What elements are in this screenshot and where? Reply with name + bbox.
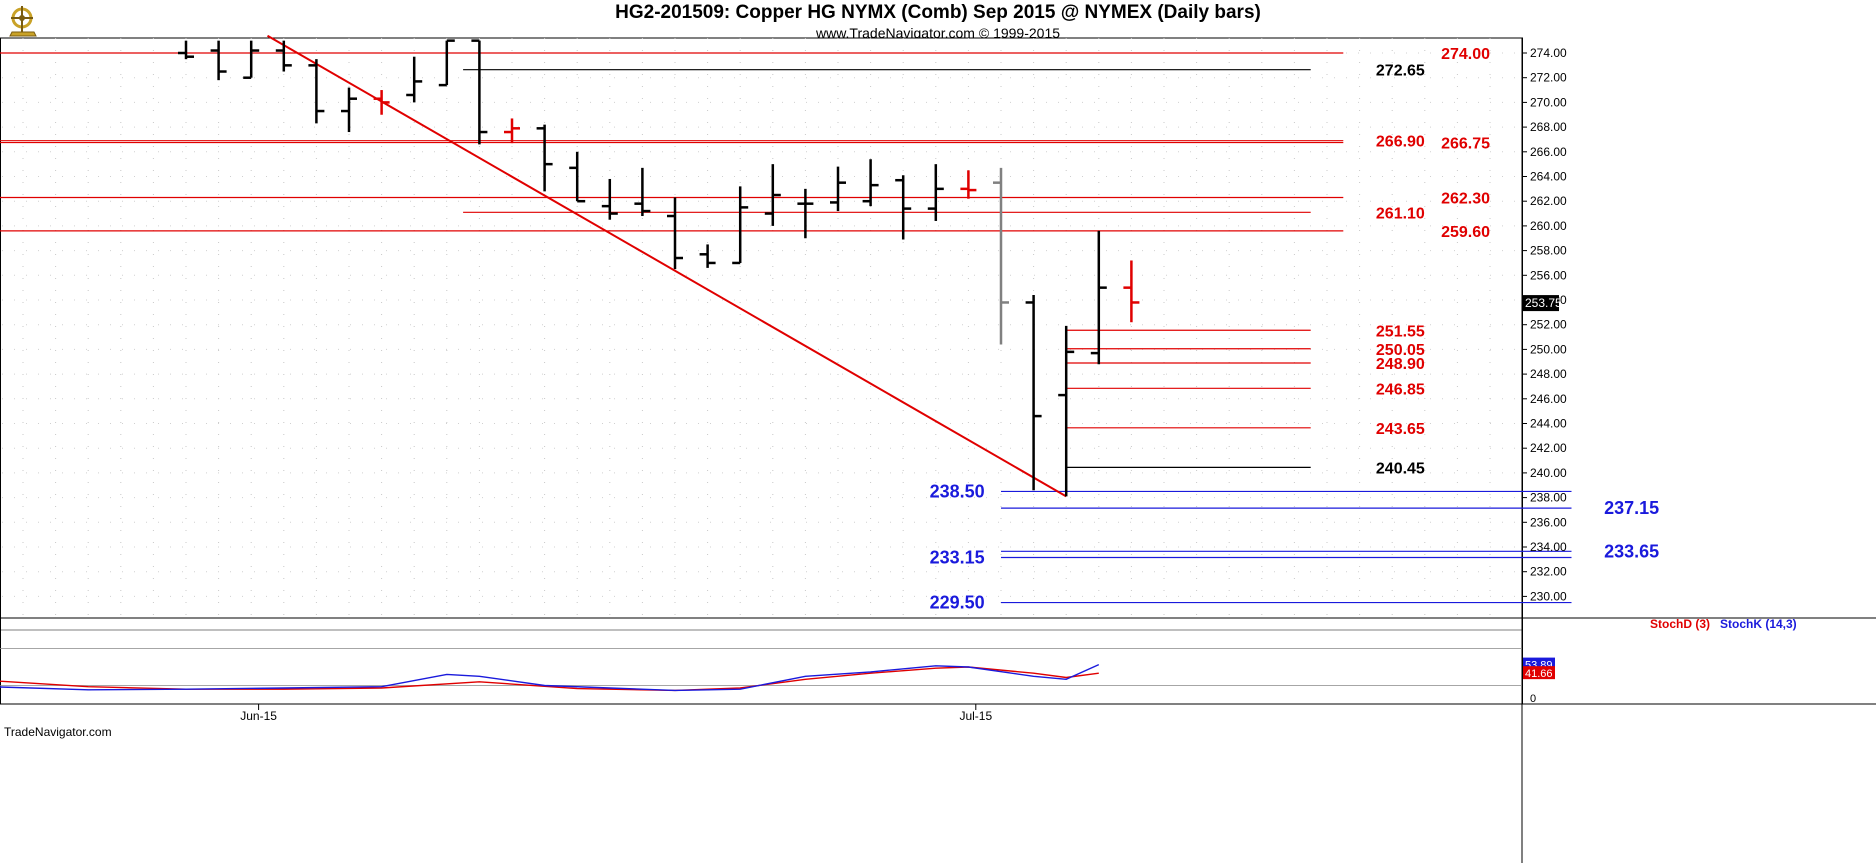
y-tick-label: 270.00	[1530, 95, 1567, 109]
level-label: 240.45	[1376, 460, 1425, 477]
y-tick-label: 274.00	[1530, 46, 1567, 60]
y-tick-label: 266.00	[1530, 145, 1567, 159]
x-tick-label: Jun-15	[240, 709, 277, 723]
ohlc-bar	[210, 40, 227, 81]
y-tick-label: 256.00	[1530, 268, 1567, 282]
y-tick-label: 258.00	[1530, 244, 1567, 258]
ohlc-bar	[732, 186, 749, 265]
ohlc-bar	[1025, 295, 1042, 491]
level-label: 266.75	[1441, 136, 1490, 153]
y-tick-label: 238.00	[1530, 491, 1567, 505]
trade-navigator-logo-icon	[9, 6, 37, 37]
y-tick-label: 242.00	[1530, 441, 1567, 455]
ohlc-bar	[178, 40, 194, 60]
chart-frame	[0, 37, 1876, 863]
ohlc-bar	[1090, 230, 1107, 365]
level-label: 229.50	[930, 593, 985, 613]
y-tick-label: 268.00	[1530, 120, 1567, 134]
time-axis: Jun-15 Jul-15	[240, 704, 992, 723]
y-tick-label: 232.00	[1530, 565, 1567, 579]
ohlc-bar	[471, 39, 488, 145]
y-tick-label: 246.00	[1530, 392, 1567, 406]
watermark-text: TradeNavigator.com	[4, 725, 112, 739]
y-tick-label: 262.00	[1530, 194, 1567, 208]
ohlc-bar	[764, 164, 781, 226]
y-tick-label: 230.00	[1530, 589, 1567, 603]
y-tick-label: 250.00	[1530, 342, 1567, 356]
trendline	[267, 34, 1067, 498]
stoch-d-value: 41.66	[1525, 668, 1553, 680]
ohlc-bar	[960, 170, 977, 199]
y-tick-label: 252.00	[1530, 318, 1567, 332]
ohlc-bar	[438, 39, 455, 87]
ohlc-bar	[406, 56, 423, 103]
ohlc-bar	[504, 118, 520, 144]
ohlc-bar	[536, 124, 553, 192]
ohlc-bar	[308, 59, 325, 124]
stoch-d-legend: StochD (3)	[1650, 617, 1710, 631]
ohlc-bar	[797, 188, 814, 239]
stoch-zero-label: 0	[1530, 693, 1536, 705]
level-label: 251.55	[1376, 323, 1425, 340]
ohlc-bar	[667, 197, 683, 270]
ohlc-bar	[1058, 325, 1075, 497]
ohlc-bar	[993, 167, 1009, 345]
level-label: 246.85	[1376, 381, 1425, 398]
level-label: 243.65	[1376, 421, 1425, 438]
level-label: 233.15	[930, 547, 985, 567]
level-label: 238.50	[930, 481, 985, 501]
ohlc-bar	[699, 244, 716, 268]
ohlc-bar	[1123, 260, 1140, 323]
chart-title: HG2-201509: Copper HG NYMX (Comb) Sep 20…	[615, 2, 1261, 23]
stoch-k-line	[0, 663, 1100, 692]
level-label: 233.65	[1604, 541, 1659, 561]
y-tick-label: 248.00	[1530, 367, 1567, 381]
ohlc-bar	[927, 164, 944, 221]
level-label: 274.00	[1441, 46, 1490, 63]
level-label: 272.65	[1376, 63, 1425, 80]
level-label: 250.05	[1376, 342, 1425, 359]
price-bars	[178, 39, 1140, 497]
level-label: 248.90	[1376, 356, 1425, 373]
y-tick-label: 236.00	[1530, 515, 1567, 529]
price-axis: 274.00 272.00 270.00 268.00 266.00 264.00 262.…	[1522, 46, 1567, 603]
chart-subtitle: www.TradeNavigator.com © 1999-2015	[815, 25, 1061, 41]
ohlc-bar	[373, 90, 390, 115]
stoch-d-value-box	[1523, 666, 1555, 680]
y-tick-label: 264.00	[1530, 170, 1567, 184]
y-tick-label: 260.00	[1530, 219, 1567, 233]
ohlc-bar	[895, 175, 912, 240]
level-label: 237.15	[1604, 498, 1659, 518]
y-tick-label: 240.00	[1530, 466, 1567, 480]
y-tick-label: 244.00	[1530, 417, 1567, 431]
y-tick-label: 272.00	[1530, 71, 1567, 85]
ohlc-bar	[569, 151, 586, 203]
x-tick-label: Jul-15	[959, 709, 992, 723]
level-label: 259.60	[1441, 224, 1490, 241]
last-price-label: 253.75	[1525, 296, 1562, 310]
last-price-box	[1523, 295, 1559, 312]
ohlc-bar	[243, 40, 260, 79]
ohlc-bar	[862, 159, 879, 207]
ohlc-bar	[341, 87, 357, 133]
stoch-k-legend: StochK (14,3)	[1720, 617, 1797, 631]
trendline-layer	[267, 34, 1067, 498]
level-label: 261.10	[1376, 205, 1425, 222]
ohlc-bar	[601, 178, 618, 220]
plot-border	[0, 37, 1523, 705]
level-lines: 274.00 272.65 266.90 266.75 262.30 261.10 259.…	[0, 46, 1659, 613]
ohlc-bar	[275, 40, 292, 72]
ohlc-bar	[634, 167, 651, 217]
ohlc-bar	[830, 166, 846, 212]
level-label: 266.90	[1376, 134, 1425, 151]
level-label: 262.30	[1441, 190, 1490, 207]
y-tick-label: 234.00	[1530, 540, 1567, 554]
